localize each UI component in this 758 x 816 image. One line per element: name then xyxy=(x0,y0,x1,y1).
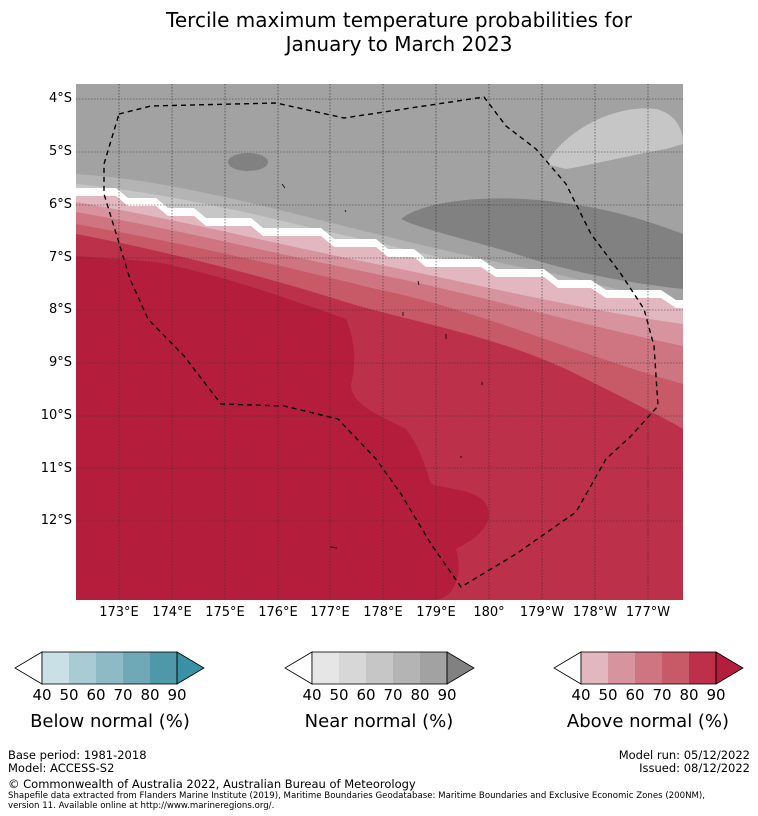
colorbar-below-normal xyxy=(14,651,205,685)
near-normal-90-patch-west xyxy=(228,153,268,171)
shapefile-credit-line-1: Shapefile data extracted from Flanders M… xyxy=(8,791,705,801)
lat-label-12s: 12°S xyxy=(40,513,72,528)
copyright-text: © Commonwealth of Australia 2022, Austra… xyxy=(8,777,416,791)
lat-label-10s: 10°S xyxy=(40,408,72,423)
lon-label-175e: 175°E xyxy=(205,605,245,620)
islands xyxy=(281,183,483,549)
lon-label-179w: 179°W xyxy=(519,605,565,620)
lon-label-173e: 173°E xyxy=(99,605,139,620)
colorbar-above-normal xyxy=(553,651,744,685)
map-svg xyxy=(76,84,683,600)
gridlines xyxy=(76,84,683,600)
probability-map xyxy=(76,84,683,600)
lat-label-11s: 11°S xyxy=(40,461,72,476)
lon-label-179e: 179°E xyxy=(416,605,456,620)
model-text: Model: ACCESS-S2 xyxy=(8,761,115,775)
colorbar-near-normal xyxy=(284,651,475,685)
lat-label-8s: 8°S xyxy=(48,302,72,317)
lat-label-6s: 6°S xyxy=(48,197,72,212)
issued-text: Issued: 08/12/2022 xyxy=(639,761,750,775)
lon-label-176e: 176°E xyxy=(258,605,298,620)
above-normal-90-area xyxy=(76,256,489,600)
model-run-text: Model run: 05/12/2022 xyxy=(618,748,750,762)
footer-left: Base period: 1981-2018 Model: ACCESS-S2 xyxy=(8,749,147,775)
lon-label-178w: 178°W xyxy=(572,605,618,620)
colorbar-near-label: Near normal (%) xyxy=(304,711,454,732)
lon-label-180: 180° xyxy=(473,605,505,620)
title-line-1: Tercile maximum temperature probabilitie… xyxy=(166,8,632,32)
colorbar-above-label: Above normal (%) xyxy=(566,711,730,732)
lon-label-177e: 177°E xyxy=(310,605,350,620)
colorbar-below-label: Below normal (%) xyxy=(30,711,190,732)
lon-label-178e: 178°E xyxy=(363,605,403,620)
lon-label-174e: 174°E xyxy=(152,605,192,620)
footer-right: Model run: 05/12/2022 Issued: 08/12/2022 xyxy=(619,749,750,775)
lon-label-177w: 177°W xyxy=(625,605,671,620)
lat-label-4s: 4°S xyxy=(48,91,72,106)
eez-boundary xyxy=(103,96,659,588)
lat-label-7s: 7°S xyxy=(48,250,72,265)
lat-label-5s: 5°S xyxy=(48,144,72,159)
shapefile-credit: Shapefile data extracted from Flanders M… xyxy=(8,791,758,811)
lat-label-9s: 9°S xyxy=(48,355,72,370)
base-period-text: Base period: 1981-2018 xyxy=(8,748,147,762)
chart-title: Tercile maximum temperature probabilitie… xyxy=(0,8,758,56)
title-line-2: January to March 2023 xyxy=(285,32,513,56)
near-normal-60-patch xyxy=(546,108,683,169)
shapefile-credit-line-2: version 11. Available online at http://w… xyxy=(8,801,275,811)
